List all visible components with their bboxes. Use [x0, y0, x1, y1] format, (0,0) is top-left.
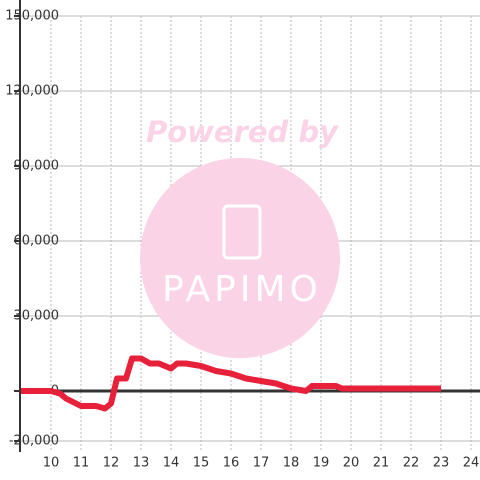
watermark: Powered by PAPIMO: [140, 115, 340, 358]
x-tick-label: 21: [373, 456, 390, 471]
y-tick-label: -20,000: [9, 434, 59, 449]
x-tick-label: 10: [43, 456, 60, 471]
y-tick-label: 90,000: [14, 159, 60, 174]
x-tick-label: 15: [193, 456, 210, 471]
x-tick-label: 14: [163, 456, 180, 471]
watermark-phone: [222, 204, 262, 260]
y-tick-label: 60,000: [14, 234, 60, 249]
x-tick-label: 17: [253, 456, 270, 471]
x-tick-label: 13: [133, 456, 150, 471]
x-tick-label: 11: [73, 456, 90, 471]
x-tick-label: 22: [403, 456, 420, 471]
x-tick-label: 20: [343, 456, 360, 471]
x-tick-label: 23: [433, 456, 450, 471]
y-tick-label: 30,000: [14, 309, 60, 324]
x-tick-label: 18: [283, 456, 300, 471]
x-tick-label: 24: [463, 456, 480, 471]
x-tick-label: 12: [103, 456, 120, 471]
x-tick-label: 19: [313, 456, 330, 471]
watermark-brand: PAPIMO: [162, 269, 322, 310]
series-line: [21, 355, 441, 412]
watermark-title: Powered by: [146, 115, 339, 149]
y-tick-label: 150,000: [5, 9, 59, 24]
x-tick-label: 16: [223, 456, 240, 471]
y-tick-label: 120,000: [5, 84, 59, 99]
